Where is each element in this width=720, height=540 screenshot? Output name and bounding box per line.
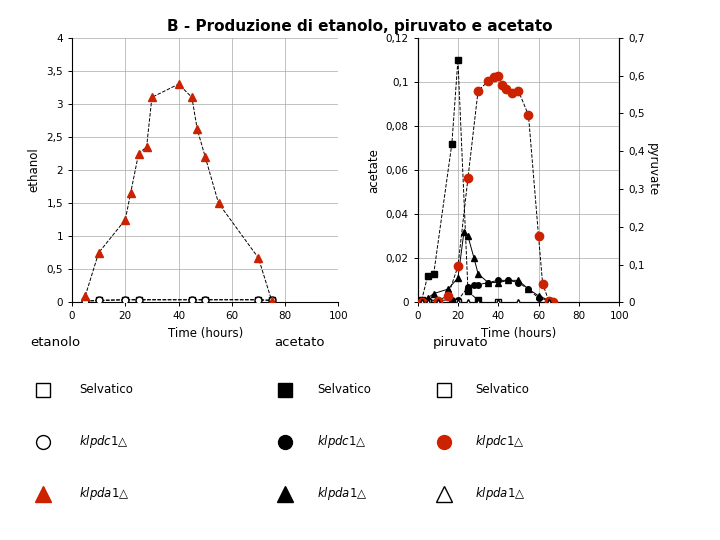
X-axis label: Time (hours): Time (hours)	[481, 327, 556, 340]
Text: $\it{klpda1}$△: $\it{klpda1}$△	[79, 485, 130, 502]
Text: piruvato: piruvato	[433, 336, 488, 349]
Y-axis label: pyruvate: pyruvate	[646, 144, 659, 197]
Text: $\it{klpdc1}$△: $\it{klpdc1}$△	[79, 433, 129, 450]
X-axis label: Time (hours): Time (hours)	[168, 327, 243, 340]
Text: B - Produzione di etanolo, piruvato e acetato: B - Produzione di etanolo, piruvato e ac…	[167, 19, 553, 34]
Text: $\it{klpdc1}$△: $\it{klpdc1}$△	[317, 433, 367, 450]
Text: $\it{klpda1}$△: $\it{klpda1}$△	[475, 485, 526, 502]
Text: $\it{klpda1}$△: $\it{klpda1}$△	[317, 485, 368, 502]
Text: Selvatico: Selvatico	[79, 383, 133, 396]
Y-axis label: acetate: acetate	[367, 147, 380, 193]
Y-axis label: ethanol: ethanol	[28, 148, 41, 192]
Text: Selvatico: Selvatico	[475, 383, 529, 396]
Text: Selvatico: Selvatico	[317, 383, 371, 396]
Text: $\it{klpdc1}$△: $\it{klpdc1}$△	[475, 433, 526, 450]
Text: acetato: acetato	[274, 336, 325, 349]
Text: etanolo: etanolo	[30, 336, 81, 349]
